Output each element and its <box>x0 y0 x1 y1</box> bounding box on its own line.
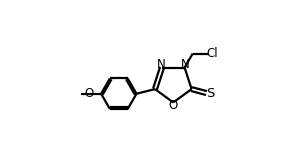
Text: O: O <box>84 87 93 100</box>
Text: N: N <box>157 58 166 71</box>
Text: Cl: Cl <box>206 47 218 60</box>
Text: O: O <box>169 99 178 112</box>
Text: S: S <box>206 87 214 100</box>
Text: N: N <box>181 58 189 71</box>
